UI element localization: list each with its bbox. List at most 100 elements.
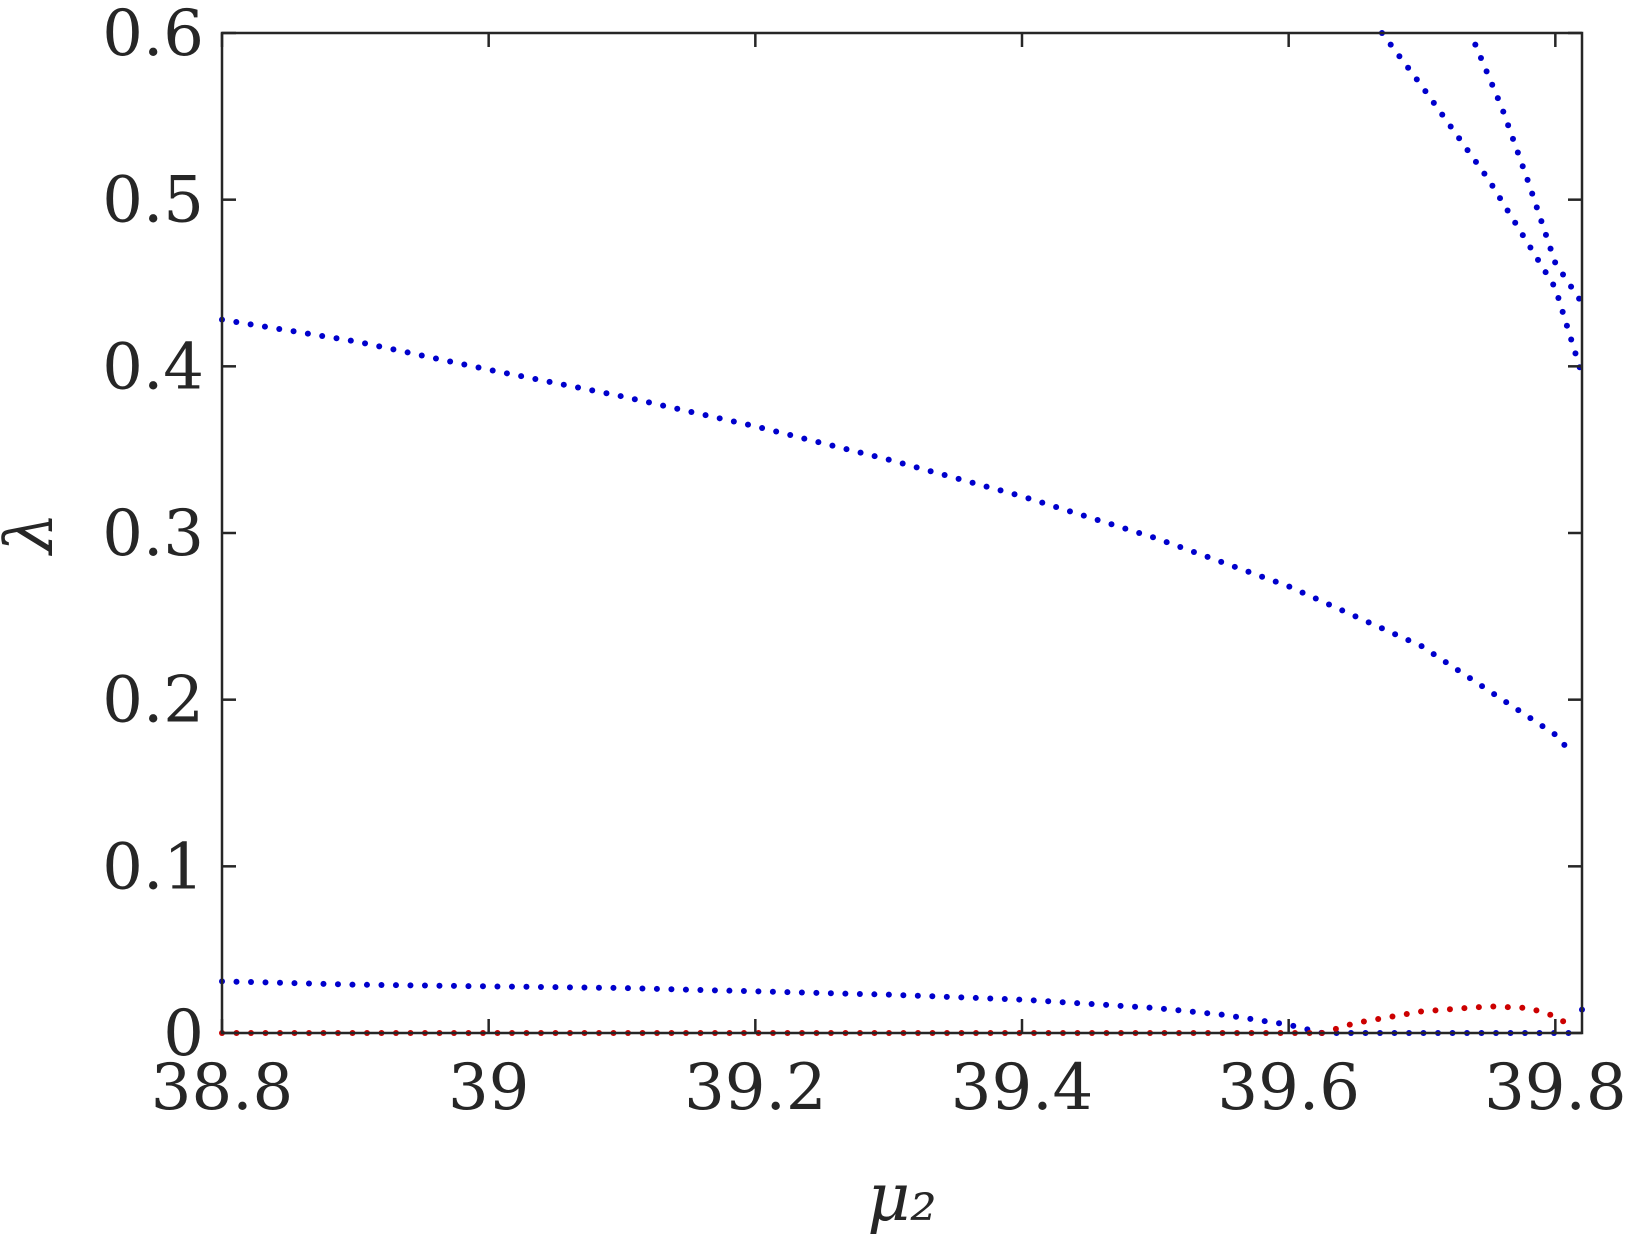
series-0-point-66: [1149, 534, 1156, 541]
series-3-point-12: [1481, 170, 1488, 177]
series-1-point-23: [552, 984, 559, 991]
series-0-point-75: [1272, 578, 1279, 585]
series-1-point-30: [653, 985, 660, 992]
series-1-point-6: [305, 980, 312, 987]
x-tick-label-4: 39.6: [1217, 1051, 1360, 1125]
series-1-point-40: [798, 989, 805, 996]
series-0-point-31: [660, 402, 667, 409]
series-4-point-10: [1524, 176, 1531, 183]
series-1-point-8: [334, 981, 341, 988]
series-4-point-8: [1514, 149, 1521, 156]
series-3-point-6: [1430, 99, 1437, 106]
series-1-point-2: [247, 979, 254, 986]
series-1-point-60: [1088, 1001, 1095, 1008]
series-6-point-5: [1389, 1013, 1396, 1020]
series-1-point-45: [871, 991, 878, 998]
x-tick-label-1: 39: [448, 1051, 529, 1125]
series-1-point-25: [581, 984, 588, 991]
series-1-point-74: [1290, 1022, 1297, 1029]
series-0-point-17: [461, 361, 468, 368]
series-0-point-50: [927, 468, 934, 475]
x-tick-label-3: 39.4: [951, 1051, 1094, 1125]
series-0-point-85: [1405, 637, 1412, 644]
series-1-point-18: [479, 983, 486, 990]
series-0-point-95: [1527, 715, 1534, 722]
series-4-point-3: [1489, 81, 1496, 88]
series-1-point-56: [1030, 997, 1037, 1004]
y-tick-label-0: 0: [163, 997, 204, 1071]
series-3-point-17: [1519, 232, 1526, 239]
series-0-point-80: [1339, 607, 1346, 614]
series-1-point-5: [291, 980, 298, 987]
y-tick-label-2: 0.2: [102, 664, 204, 738]
y-tick-label-4: 0.4: [102, 330, 204, 404]
series-3-point-19: [1535, 256, 1542, 263]
series-1-point-58: [1059, 999, 1066, 1006]
x-axis-label: μ₂: [867, 1159, 936, 1236]
series-1-point-64: [1146, 1004, 1153, 1011]
series-0-point-92: [1491, 691, 1498, 698]
tick-labels: 38.8 39 39.2 39.4 39.6 39.8 0 0.1 0.2 0.3 0.4 0.5 0.…: [102, 0, 1626, 1125]
y-tick-label-1: 0.1: [102, 830, 204, 904]
series-1-point-48: [914, 992, 921, 999]
series-3-point-24: [1563, 322, 1570, 329]
series-0-point-33: [688, 408, 695, 415]
series-3-point-11: [1472, 158, 1479, 165]
series-1-point-37: [755, 988, 762, 995]
series-0-point-5: [290, 328, 297, 335]
series-6-point-7: [1418, 1008, 1425, 1015]
series-1-point-50: [943, 993, 950, 1000]
series-1-point-67: [1189, 1008, 1196, 1015]
series-1-point-4: [276, 979, 283, 986]
series-0-point-12: [390, 346, 397, 353]
series-0-point-2: [247, 321, 254, 328]
series-0-point-97: [1551, 731, 1558, 738]
series-1-point-59: [1074, 1000, 1081, 1007]
series-1-point-3: [262, 979, 269, 986]
series-1-point-72: [1261, 1018, 1268, 1025]
series-3-point-25: [1568, 336, 1575, 343]
series-0-point-86: [1418, 643, 1425, 650]
series-1-point-12: [392, 982, 399, 989]
series-1-point-42: [827, 990, 834, 997]
series-3-point-16: [1512, 219, 1519, 226]
series-4-point-5: [1500, 108, 1507, 115]
series-0-point-48: [899, 460, 906, 467]
series-0-point-41: [801, 435, 808, 442]
series-0-point-69: [1190, 548, 1197, 555]
plot-frame: [220, 31, 1584, 1035]
series-1-point-52: [972, 994, 979, 1001]
series-0-point-30: [645, 399, 652, 406]
series-3-point-4: [1413, 76, 1420, 83]
series-1-point-11: [378, 981, 385, 988]
series-1-point-26: [595, 984, 602, 991]
series-4-point-4: [1494, 95, 1501, 102]
series-6-point-11: [1475, 1004, 1482, 1011]
series-0-point-11: [376, 343, 383, 350]
series-0-point-46: [871, 453, 878, 460]
x-tick-label-5: 39.8: [1484, 1051, 1627, 1125]
series-1-point-43: [842, 990, 849, 997]
series-6-point-13: [1504, 1004, 1511, 1011]
series-0-point-39: [773, 428, 780, 435]
series-0-point-34: [702, 412, 709, 419]
series-1-point-46: [885, 991, 892, 998]
series-1-point-68: [1204, 1010, 1211, 1017]
series-0-point-38: [759, 425, 766, 432]
series-0-point-94: [1515, 707, 1522, 714]
series-0-point-71: [1218, 558, 1225, 565]
series-0-point-91: [1479, 683, 1486, 690]
series-6: [1319, 1003, 1567, 1036]
series-6-point-15: [1533, 1007, 1540, 1014]
series-6-point-4: [1375, 1016, 1382, 1023]
series-0-point-23: [546, 378, 553, 385]
series-1-point-17: [465, 983, 472, 990]
series-0-point-40: [787, 432, 794, 439]
series-0-point-24: [560, 381, 567, 388]
series-1-point-20: [508, 983, 515, 990]
series-1-point-28: [624, 985, 631, 992]
series-6-point-9: [1446, 1006, 1453, 1013]
series-0-point-47: [885, 456, 892, 463]
series-1-point-54: [1001, 996, 1008, 1003]
series-3-point-18: [1527, 244, 1534, 251]
